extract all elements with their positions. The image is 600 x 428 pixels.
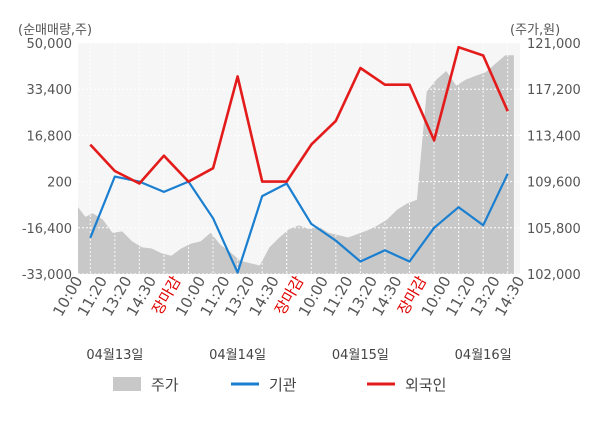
legend-label: 주가: [151, 376, 179, 394]
left-tick-label: 200: [47, 176, 72, 191]
series-line-institution: [89, 173, 509, 274]
right-tick-label: 117,200: [527, 83, 581, 98]
series-price-area: [78, 55, 514, 275]
legend: 주가 기관 외국인: [113, 376, 446, 394]
legend-label: 기관: [269, 376, 297, 394]
right-tick-label: 102,000: [527, 268, 581, 283]
legend-label: 외국인: [405, 376, 446, 394]
right-tick-label: 121,000: [527, 37, 581, 52]
legend-item: 기관: [231, 376, 297, 394]
day-label: 04월13일: [86, 348, 143, 363]
left-tick-label: 16,800: [27, 129, 73, 144]
left-tick-label: -16,400: [22, 222, 72, 237]
right-tick-label: 105,800: [527, 222, 581, 237]
right-axis-ticks: 121,000 117,200 113,400 109,600 105,800 102,0…: [527, 37, 581, 283]
day-label: 04월16일: [455, 348, 512, 363]
right-tick-label: 113,400: [527, 129, 581, 144]
left-tick-label: -33,000: [22, 268, 72, 283]
price-area-layer: [78, 55, 514, 275]
legend-item: 주가: [113, 376, 179, 394]
legend-item: 외국인: [367, 376, 446, 394]
series-line-foreign: [89, 45, 509, 185]
x-axis-ticks: 10:0011:2013:2014:30장마감10:0011:2013:2014…: [49, 273, 528, 320]
left-tick-label: 50,000: [27, 37, 73, 52]
right-unit-label: (주가,원): [510, 23, 560, 38]
left-unit-label: (순매매량,주): [18, 23, 92, 38]
legend-swatch: [113, 377, 141, 391]
right-tick-label: 109,600: [527, 176, 581, 191]
left-axis-ticks: 50,000 33,400 16,800 200 -16,400 -33,000: [22, 37, 72, 283]
day-label: 04월14일: [209, 348, 266, 363]
lines-layer: [89, 45, 509, 274]
day-labels: 04월13일 04월14일 04월15일 04월16일: [86, 348, 511, 363]
left-tick-label: 33,400: [27, 83, 73, 98]
day-label: 04월15일: [332, 348, 389, 363]
